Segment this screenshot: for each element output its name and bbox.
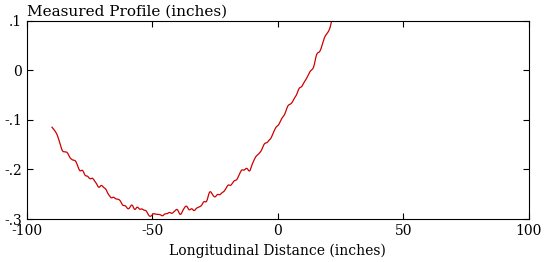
Text: Measured Profile (inches): Measured Profile (inches) [27,4,227,18]
X-axis label: Longitudinal Distance (inches): Longitudinal Distance (inches) [169,243,386,258]
